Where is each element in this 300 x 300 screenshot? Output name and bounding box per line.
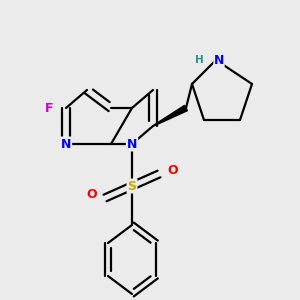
Text: N: N (127, 137, 137, 151)
Text: O: O (167, 164, 178, 178)
Text: S: S (128, 179, 136, 193)
Text: N: N (61, 137, 71, 151)
Polygon shape (153, 105, 188, 126)
Text: H: H (195, 55, 204, 65)
Text: F: F (45, 101, 54, 115)
Text: O: O (86, 188, 97, 202)
Text: N: N (214, 53, 224, 67)
